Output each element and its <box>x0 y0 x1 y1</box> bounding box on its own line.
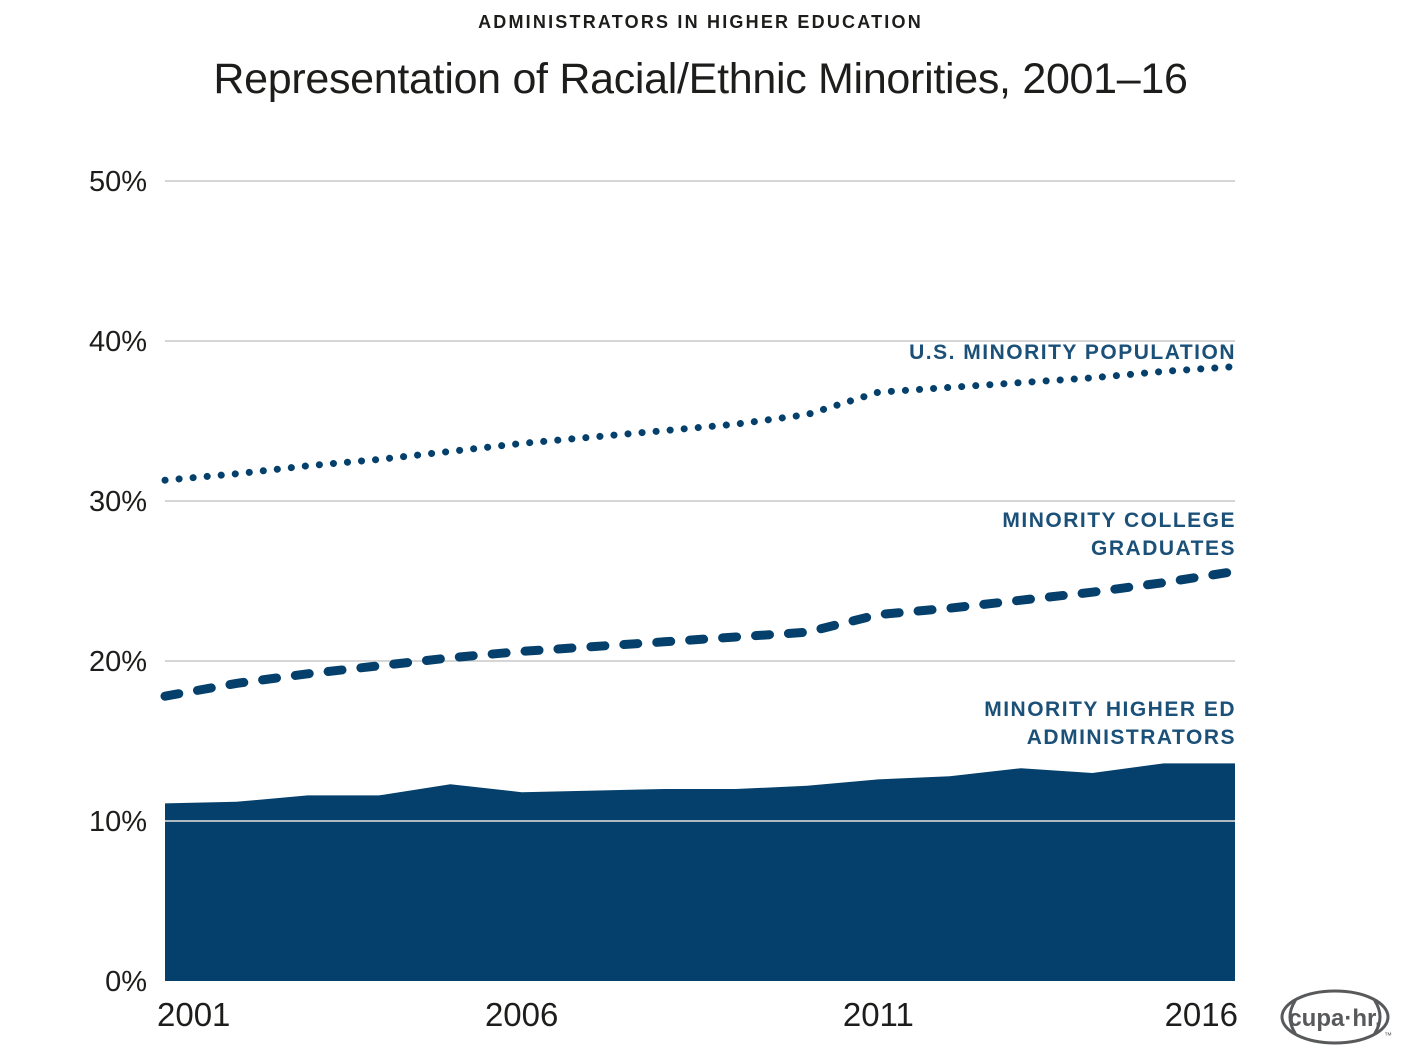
xtick-2001: 2001 <box>157 996 230 1033</box>
xtick-2006: 2006 <box>485 996 558 1033</box>
xtick-2011: 2011 <box>843 996 914 1033</box>
chart-eyebrow: ADMINISTRATORS IN HIGHER EDUCATION <box>478 12 923 32</box>
series-label-minority-higher-ed-administrators-line1: MINORITY HIGHER ED <box>984 698 1236 721</box>
ytick-40: 40% <box>89 326 147 358</box>
ytick-20: 20% <box>89 646 147 678</box>
series-label-u-s-minority-population-line1: U.S. MINORITY POPULATION <box>909 341 1236 364</box>
cupa-hr-logo-swoosh-left <box>1288 999 1297 1035</box>
ytick-0: 0% <box>105 966 147 998</box>
cupa-hr-logo-text: cupa·hr. <box>1288 1005 1381 1032</box>
cupa-hr-logo-ellipse <box>1280 989 1390 1045</box>
ytick-10: 10% <box>89 806 147 838</box>
series-label-minority-college-graduates-line1: MINORITY COLLEGE <box>1002 509 1236 532</box>
xtick-2016: 2016 <box>1165 996 1238 1033</box>
chart-title: Representation of Racial/Ethnic Minoriti… <box>213 55 1188 103</box>
line-minority-college-graduates <box>160 566 1240 701</box>
cupa-hr-logo-trademark: ™ <box>1384 1031 1392 1040</box>
series-label-minority-college-graduates-line2: GRADUATES <box>1091 537 1236 560</box>
line-u-s-minority-population <box>161 363 1239 484</box>
series-label-minority-higher-ed-administrators-line2: ADMINISTRATORS <box>1027 726 1236 749</box>
ytick-50: 50% <box>89 166 147 198</box>
ytick-30: 30% <box>89 486 147 518</box>
area-minority-higher-ed-administrators <box>165 763 1235 981</box>
cupa-hr-logo-swoosh-right <box>1373 999 1382 1035</box>
